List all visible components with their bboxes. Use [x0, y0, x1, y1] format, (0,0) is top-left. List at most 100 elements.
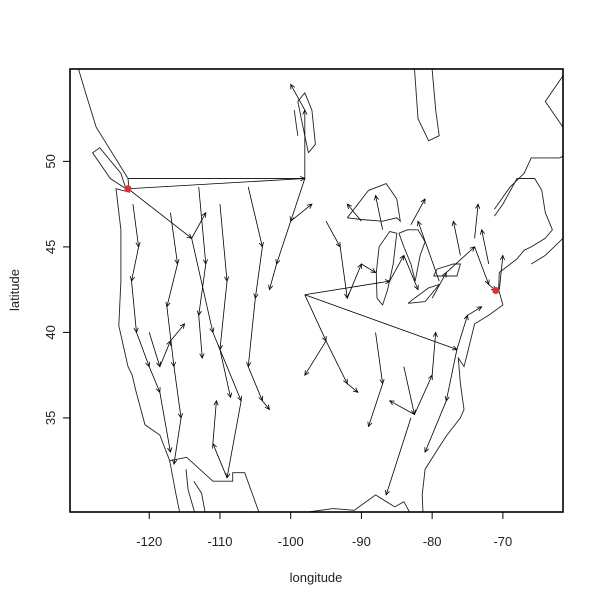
arrow-shaft [127, 188, 192, 239]
movement-arrow [467, 306, 483, 316]
arrow-shaft [347, 383, 359, 393]
movement-arrow [170, 323, 186, 342]
movement-arrow [196, 263, 207, 317]
movement-arrow [198, 315, 205, 359]
arrow-head [167, 447, 173, 454]
arrow-shaft [445, 349, 458, 401]
arrow-shaft [346, 203, 362, 222]
arrow-shaft [219, 204, 228, 282]
arrow-shaft [219, 349, 231, 398]
movement-arrow [403, 366, 417, 416]
movement-arrow [417, 220, 440, 282]
coastline [544, 75, 563, 128]
arrow-head [165, 301, 171, 308]
arrow-shaft [131, 246, 140, 282]
arrow-layer [127, 83, 505, 496]
arrow-head [370, 268, 377, 274]
arrow-shaft [389, 400, 415, 415]
arrow-head [373, 194, 379, 201]
coastline [346, 183, 401, 223]
movement-arrow [159, 392, 173, 454]
movement-arrow [275, 221, 292, 265]
movement-arrow [290, 203, 313, 222]
arrow-head [290, 83, 295, 90]
arrow-shaft [198, 186, 207, 265]
arrow-shaft [148, 332, 161, 367]
arrow-shaft [226, 400, 242, 478]
arrow-head [352, 387, 359, 393]
arrow-head [196, 310, 202, 317]
movement-arrow [474, 203, 481, 239]
x-tick-label: -90 [352, 534, 371, 549]
movement-arrow [262, 400, 271, 411]
arrow-shaft [159, 392, 171, 453]
arrow-shaft [452, 221, 461, 256]
movement-arrow [268, 263, 277, 291]
movement-arrow [446, 246, 476, 273]
arrow-shaft [212, 443, 228, 478]
arrow-head [444, 395, 450, 402]
movement-arrow [219, 349, 233, 399]
arrow-shaft [262, 400, 270, 410]
arrow-head [417, 220, 422, 227]
movement-arrow [132, 204, 141, 248]
arrow-shaft [166, 263, 178, 307]
arrow-shaft [304, 280, 390, 296]
arrow-shaft [481, 229, 490, 265]
arrow-shaft [191, 238, 214, 333]
arrow-shaft [361, 263, 376, 273]
movement-arrow [212, 332, 242, 402]
arrow-shaft [290, 203, 313, 222]
arrow-head [264, 404, 271, 411]
arrow-head [480, 228, 486, 235]
arrow-shaft [132, 204, 140, 247]
coastline [494, 155, 563, 210]
arrow-shaft [339, 246, 348, 299]
arrow-shaft [403, 255, 419, 290]
arrow-shaft [431, 332, 437, 376]
movement-arrow [431, 331, 438, 376]
arrow-shaft [403, 366, 415, 415]
movement-arrow [389, 254, 405, 282]
arrow-head [237, 395, 242, 402]
arrow-shaft [212, 400, 217, 444]
movement-arrow [451, 220, 461, 256]
coastline [398, 229, 426, 282]
movement-arrow [136, 332, 151, 368]
arrow-shaft [269, 263, 277, 290]
movement-arrow [148, 332, 161, 368]
movement-arrow [414, 374, 433, 415]
arrow-shaft [173, 366, 182, 418]
arrow-head [424, 447, 430, 453]
arrow-shaft [247, 366, 263, 401]
arrow-shaft [290, 84, 306, 111]
movement-arrow [191, 211, 207, 239]
arrow-head [209, 327, 215, 334]
arrow-head [268, 284, 274, 291]
x-tick-label: -100 [278, 534, 304, 549]
movement-arrow [385, 417, 412, 496]
arrow-shaft [127, 178, 305, 190]
arrow-shaft [368, 383, 384, 427]
arrow-head [172, 459, 178, 466]
coastline [414, 69, 440, 142]
coastline-layer [78, 69, 563, 512]
coastline [421, 178, 553, 512]
coastline [91, 147, 127, 190]
arrow-shaft [431, 272, 447, 299]
x-tick-label: -120 [136, 534, 162, 549]
y-tick-label: 35 [43, 411, 58, 425]
arrow-shaft [247, 186, 263, 247]
arrow-head [441, 271, 447, 278]
movement-arrow [219, 204, 230, 283]
movement-arrow [212, 399, 219, 444]
arrow-head [135, 242, 141, 248]
coastline [169, 456, 260, 512]
arrow-head [201, 211, 207, 218]
arrow-head [179, 323, 186, 329]
arrow-shaft [148, 366, 161, 393]
arrow-shaft [191, 212, 207, 239]
arrow-head [212, 442, 217, 449]
arrow-head [227, 392, 233, 399]
arrow-head [174, 259, 180, 265]
